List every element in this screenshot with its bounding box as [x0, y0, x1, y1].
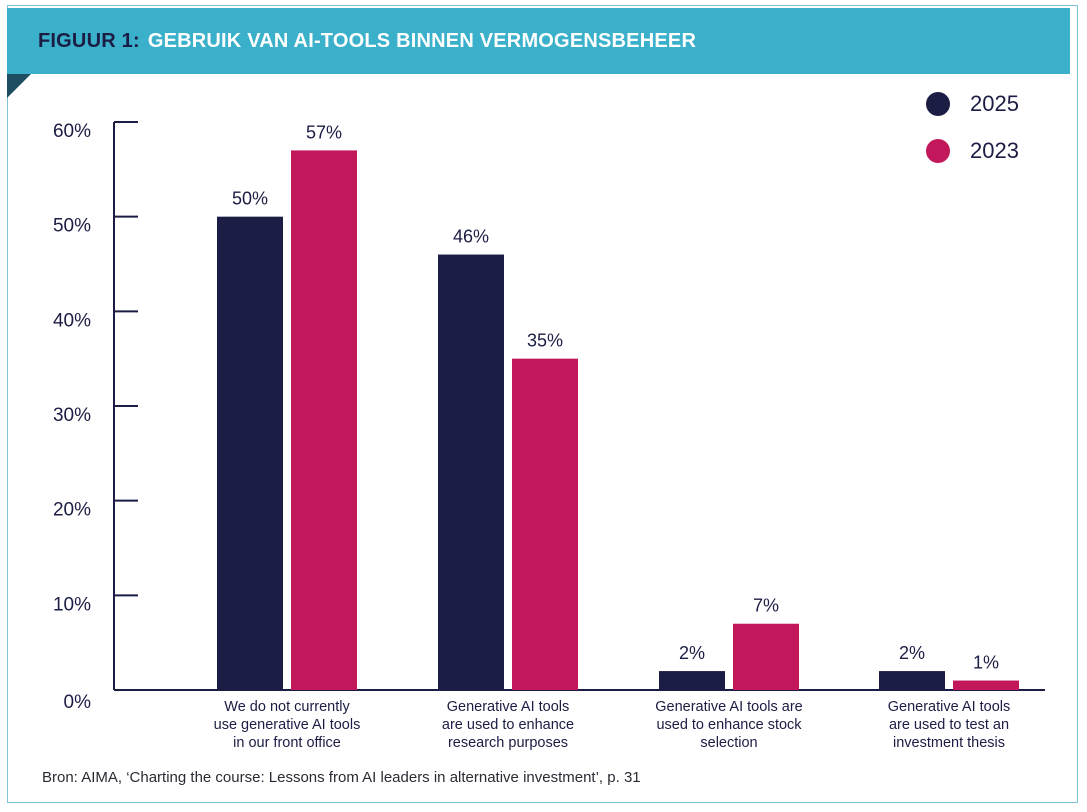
legend-swatch-2023	[926, 139, 950, 163]
figure-label: FIGUUR 1:	[38, 30, 140, 52]
bar-2023-1	[512, 358, 578, 690]
bar-2025-2	[659, 671, 725, 690]
y-tick-label: 60%	[53, 121, 91, 142]
category-label: research purposes	[448, 735, 568, 751]
category-label: We do not currently	[224, 699, 350, 715]
legend-item-2025: 2025	[926, 91, 1019, 117]
y-tick-label: 10%	[53, 594, 91, 615]
figure-title-text: GEBRUIK VAN AI-TOOLS BINNEN VERMOGENSBEH…	[147, 30, 697, 52]
category-label: Generative AI tools are	[655, 699, 803, 715]
category-label: are used to test an	[889, 717, 1009, 733]
legend-item-2023: 2023	[926, 138, 1019, 164]
category-label: investment thesis	[893, 735, 1005, 751]
bar-2023-3	[953, 680, 1019, 690]
data-label: 1%	[973, 653, 999, 673]
header-fold-decoration	[7, 74, 31, 98]
data-label: 46%	[453, 227, 489, 247]
bar-2023-2	[733, 623, 799, 690]
legend-label-2023: 2023	[970, 138, 1019, 163]
category-label: Generative AI tools	[888, 699, 1011, 715]
data-label: 57%	[306, 122, 342, 142]
bar-2025-0	[217, 216, 283, 690]
category-label: are used to enhance	[442, 717, 574, 733]
y-tick-label: 40%	[53, 310, 91, 331]
category-label: in our front office	[233, 735, 341, 751]
data-label: 2%	[899, 643, 925, 663]
figure-title: FIGUUR 1: GEBRUIK VAN AI-TOOLS BINNEN VER…	[38, 30, 696, 53]
legend-label-2025: 2025	[970, 91, 1019, 116]
y-tick-label: 0%	[64, 692, 92, 713]
data-label: 50%	[232, 189, 268, 209]
category-label: used to enhance stock	[656, 717, 802, 733]
y-tick-label: 20%	[53, 500, 91, 521]
y-tick-label: 30%	[53, 405, 91, 426]
category-label: use generative AI tools	[214, 717, 361, 733]
data-label: 7%	[753, 596, 779, 616]
figure-header	[7, 8, 1070, 74]
bar-2025-1	[438, 254, 504, 691]
data-label: 35%	[527, 331, 563, 351]
source-note: Bron: AIMA, ‘Charting the course: Lesson…	[42, 769, 641, 786]
category-label: selection	[700, 735, 757, 751]
bar-2025-3	[879, 671, 945, 690]
data-label: 2%	[679, 643, 705, 663]
bar-2023-0	[291, 150, 357, 690]
legend-swatch-2025	[926, 92, 950, 116]
y-tick-label: 50%	[53, 216, 91, 237]
category-label: Generative AI tools	[447, 699, 570, 715]
